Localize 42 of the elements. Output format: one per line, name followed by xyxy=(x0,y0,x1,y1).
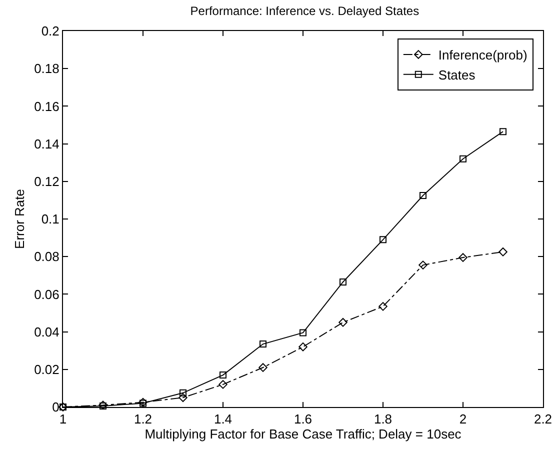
x-axis-title: Multiplying Factor for Base Case Traffic; Delay = 10sec xyxy=(144,426,462,442)
y-tick-label: 0.14 xyxy=(34,136,60,152)
point xyxy=(418,260,428,270)
point xyxy=(338,318,348,327)
point xyxy=(500,128,506,136)
y-tick-label: 0.04 xyxy=(34,324,60,340)
y-tick-label: 0.12 xyxy=(34,174,60,189)
point xyxy=(340,278,346,286)
point xyxy=(218,380,228,389)
x-tick-label: 2 xyxy=(459,412,467,427)
y-tick-label: 0.1 xyxy=(41,212,60,227)
point xyxy=(260,340,266,348)
point xyxy=(420,192,426,199)
y-tick-label: 0.2 xyxy=(41,24,60,39)
x-tick-label: 1.2 xyxy=(134,412,152,427)
x-tick-label: 1 xyxy=(59,412,67,427)
point xyxy=(140,400,146,407)
x-tick-label: 2.2 xyxy=(534,412,552,427)
y-axis-title: Error Rate xyxy=(12,189,28,249)
y-tick-label: 0.08 xyxy=(34,249,60,264)
point xyxy=(380,236,386,244)
point xyxy=(180,389,186,396)
y-tick-label: 0.18 xyxy=(34,61,60,76)
y-tick-label: 0 xyxy=(52,400,60,415)
point xyxy=(300,329,306,336)
point xyxy=(458,253,468,262)
legend-label: Inference(prob) xyxy=(438,48,528,63)
point xyxy=(298,342,308,352)
point xyxy=(220,372,226,379)
x-tick-label: 1.4 xyxy=(214,412,232,427)
y-tick-label: 0.02 xyxy=(34,362,60,377)
point xyxy=(178,393,188,402)
chart-title: Performance: Inference vs. Delayed States xyxy=(190,4,420,18)
y-tick-label: 0.06 xyxy=(34,286,60,302)
x-tick-label: 1.8 xyxy=(374,412,392,427)
point xyxy=(498,248,508,256)
point xyxy=(460,155,466,162)
x-tick-label: 1.6 xyxy=(294,412,312,427)
y-tick-label: 0.16 xyxy=(34,98,60,114)
point xyxy=(258,363,268,372)
point xyxy=(378,302,388,311)
legend-label: States xyxy=(438,67,476,82)
